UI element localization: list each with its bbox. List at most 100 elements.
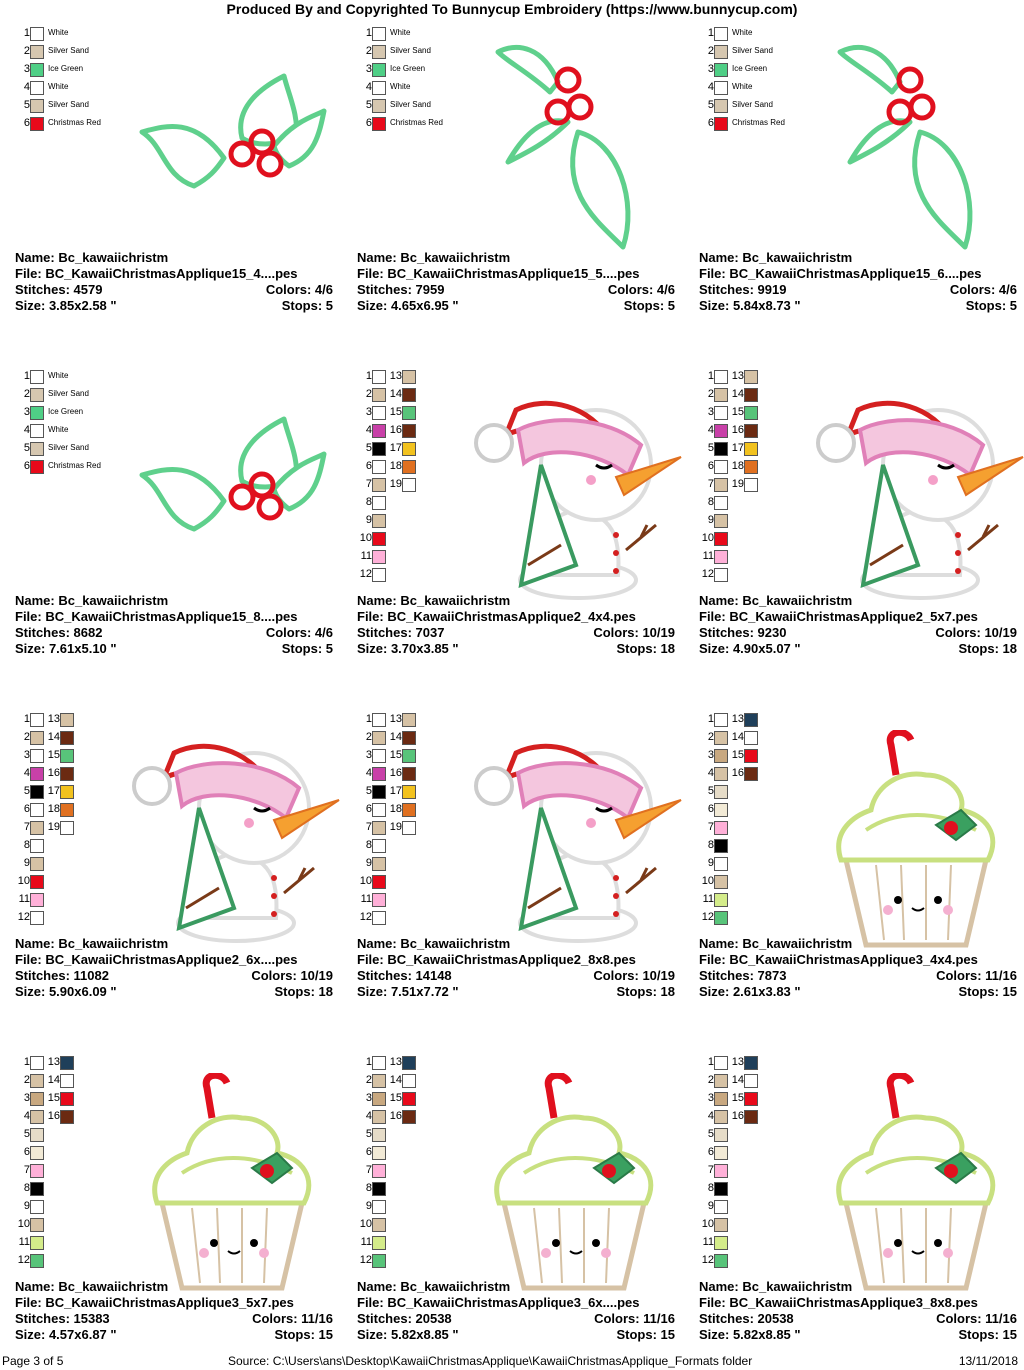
thread-name: Ice Green — [48, 64, 84, 73]
palette-index: 8 — [23, 1182, 30, 1194]
design-info: Name: Bc_kawaiichristm File: BC_KawaiiChr… — [699, 250, 1017, 314]
cupcake-design-preview — [142, 1071, 322, 1298]
palette-index: 13 — [731, 370, 744, 382]
color-swatch — [60, 713, 74, 727]
design-file: File: BC_KawaiiChristmasApplique2_5x7.pe… — [699, 609, 978, 624]
palette-index: 6 — [23, 803, 30, 815]
stitch-count: Stitches: 9230 — [699, 625, 787, 640]
design-size: Size: 7.61x5.10 " — [15, 641, 117, 656]
design-name: Name: Bc_kawaiichristm — [15, 936, 169, 951]
palette-index: 8 — [365, 839, 372, 851]
palette-index: 7 — [707, 821, 714, 833]
stop-count: Stops: 15 — [958, 984, 1017, 999]
design-file: File: BC_KawaiiChristmasApplique3_8x8.pe… — [699, 1295, 978, 1310]
palette-index: 11 — [360, 893, 372, 905]
design-name: Name: Bc_kawaiichristm — [357, 936, 511, 951]
stitches-row: Stitches: 7873 Colors: 11/16 — [699, 968, 1017, 984]
palette-index: 16 — [389, 767, 402, 779]
color-swatch — [372, 857, 386, 871]
palette-index: 8 — [707, 1182, 714, 1194]
color-swatch — [714, 442, 728, 456]
palette-index: 6 — [707, 1146, 714, 1158]
color-swatch — [714, 1074, 728, 1088]
palette-index: 12 — [359, 911, 372, 923]
size-row: Size: 7.51x7.72 " Stops: 18 — [357, 984, 675, 1000]
palette-index: 9 — [707, 514, 714, 526]
design-name: Name: Bc_kawaiichristm — [699, 936, 853, 951]
size-row: Size: 4.65x6.95 " Stops: 5 — [357, 298, 675, 314]
color-swatch — [402, 767, 416, 781]
color-swatch — [744, 1056, 758, 1070]
color-swatch — [372, 1110, 386, 1124]
stitches-row: Stitches: 7037 Colors: 10/19 — [357, 625, 675, 641]
stop-count: Stops: 5 — [281, 298, 333, 313]
color-swatch — [372, 27, 386, 41]
palette-index: 5 — [707, 442, 714, 454]
color-swatch — [30, 713, 44, 727]
color-swatch — [402, 424, 416, 438]
color-swatch — [714, 1146, 728, 1160]
color-swatch — [60, 803, 74, 817]
palette-index: 4 — [707, 1110, 714, 1122]
palette-index: 5 — [23, 785, 30, 797]
design-card: 1 White 2 Silver Sand 3 Ice Green 4 White 5 Silve… — [15, 343, 346, 673]
design-card: 1 13 2 14 3 15 4 16 5 17 6 18 7 19 8 9 10 11 12 Name: Bc_k… — [699, 343, 1024, 673]
palette-index: 5 — [707, 1128, 714, 1140]
color-swatch — [372, 1254, 386, 1268]
color-swatch — [714, 875, 728, 889]
palette-index: 7 — [707, 1164, 714, 1176]
color-swatch — [402, 785, 416, 799]
palette-index: 1 — [365, 713, 372, 725]
color-swatch — [60, 1056, 74, 1070]
color-swatch — [744, 713, 758, 727]
palette-index: 6 — [365, 1146, 372, 1158]
thread-name: White — [732, 82, 753, 91]
stop-count: Stops: 18 — [958, 641, 1017, 656]
palette-index: 15 — [731, 749, 744, 761]
color-swatch — [402, 749, 416, 763]
color-count: Colors: 11/16 — [936, 1311, 1017, 1326]
palette-index: 14 — [731, 388, 744, 400]
color-swatch — [30, 45, 44, 59]
color-swatch — [30, 117, 44, 131]
color-swatch — [372, 496, 386, 510]
stitches-row: Stitches: 9919 Colors: 4/6 — [699, 282, 1017, 298]
palette-index: 1 — [365, 1056, 372, 1068]
color-swatch — [30, 1128, 44, 1142]
design-info: Name: Bc_kawaiichristm File: BC_KawaiiChr… — [357, 936, 675, 1000]
palette-index: 3 — [707, 63, 714, 75]
page-number: Page 3 of 5 — [2, 1354, 64, 1368]
color-swatch — [372, 99, 386, 113]
palette-index: 16 — [731, 424, 744, 436]
design-size: Size: 3.85x2.58 " — [15, 298, 117, 313]
design-card: 1 White 2 Silver Sand 3 Ice Green 4 White 5 Silve… — [357, 0, 688, 330]
color-swatch — [372, 478, 386, 492]
design-name: Name: Bc_kawaiichristm — [357, 250, 511, 265]
design-info: Name: Bc_kawaiichristm File: BC_KawaiiChr… — [699, 593, 1017, 657]
palette-index: 5 — [23, 99, 30, 111]
color-swatch — [30, 1236, 44, 1250]
palette-index: 8 — [365, 1182, 372, 1194]
palette-index: 14 — [389, 388, 402, 400]
design-size: Size: 5.82x8.85 " — [357, 1327, 459, 1342]
palette-index: 10 — [359, 1218, 372, 1230]
palette-index: 6 — [707, 803, 714, 815]
palette-index: 2 — [707, 388, 714, 400]
color-swatch — [714, 1236, 728, 1250]
thread-name: Silver Sand — [48, 46, 89, 55]
palette-index: 15 — [47, 749, 60, 761]
color-swatch — [744, 749, 758, 763]
palette-index: 7 — [365, 821, 372, 833]
thread-name: White — [390, 28, 411, 37]
color-swatch — [30, 370, 44, 384]
stitch-count: Stitches: 4579 — [15, 282, 103, 297]
color-count: Colors: 11/16 — [594, 1311, 675, 1326]
palette-index: 10 — [359, 532, 372, 544]
color-swatch — [372, 803, 386, 817]
palette-index: 4 — [365, 1110, 372, 1122]
palette-index: 8 — [707, 496, 714, 508]
color-swatch — [30, 1254, 44, 1268]
color-count: Colors: 10/19 — [251, 968, 333, 983]
color-swatch — [30, 821, 44, 835]
palette-index: 3 — [707, 406, 714, 418]
